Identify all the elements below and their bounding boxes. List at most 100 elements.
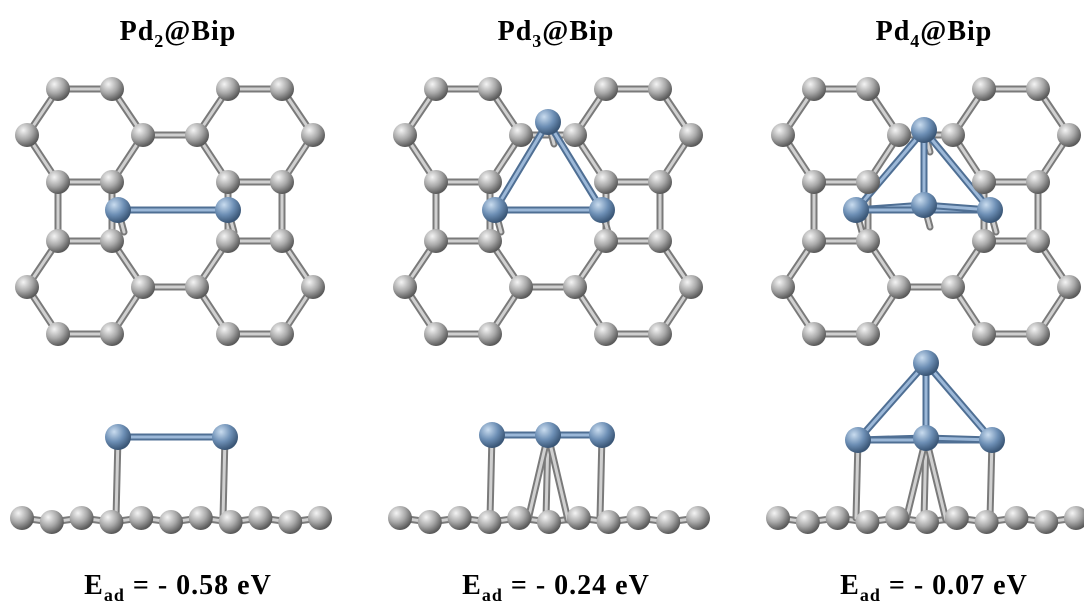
c-atom xyxy=(478,77,502,101)
c-atom xyxy=(856,229,880,253)
c-atom xyxy=(679,123,703,147)
c-atom xyxy=(270,322,294,346)
pd-atom xyxy=(843,197,869,223)
label-subscript: ad xyxy=(482,585,503,605)
pd-atom xyxy=(977,197,1003,223)
pd-atom xyxy=(589,197,615,223)
pd-atom xyxy=(911,192,937,218)
c-atom xyxy=(46,322,70,346)
c-atom xyxy=(771,123,795,147)
label-rest: @Bip xyxy=(920,16,992,47)
c-atom xyxy=(941,275,965,299)
c-atom xyxy=(915,510,939,534)
pd-atom xyxy=(535,109,561,135)
c-atom xyxy=(802,322,826,346)
c-atom xyxy=(972,229,996,253)
c-atom xyxy=(594,77,618,101)
c-atom xyxy=(478,229,502,253)
c-atom xyxy=(567,506,591,530)
label-base: Pd xyxy=(498,16,533,47)
label-rest: = - 0.58 eV xyxy=(125,570,272,601)
c-atom xyxy=(1026,322,1050,346)
c-atom xyxy=(131,275,155,299)
c-atom xyxy=(216,170,240,194)
c-atom xyxy=(100,170,124,194)
label-base: Pd xyxy=(876,16,911,47)
c-atom xyxy=(46,170,70,194)
c-atom xyxy=(975,510,999,534)
c-atom xyxy=(219,510,243,534)
bonds xyxy=(22,89,1076,522)
c-atom xyxy=(796,510,820,534)
c-atom xyxy=(185,123,209,147)
label-rest: @Bip xyxy=(164,16,236,47)
pd-atom xyxy=(105,424,131,450)
c-atom xyxy=(10,506,34,530)
c-atom xyxy=(656,510,680,534)
c-atom xyxy=(802,77,826,101)
c-atom xyxy=(802,229,826,253)
c-atom xyxy=(972,170,996,194)
label-rest: @Bip xyxy=(542,16,614,47)
c-atom xyxy=(99,510,123,534)
pd-atom xyxy=(913,425,939,451)
label-subscript: ad xyxy=(860,585,881,605)
c-atom xyxy=(686,506,710,530)
pd-atom xyxy=(979,427,1005,453)
c-atom xyxy=(626,506,650,530)
c-atom xyxy=(507,506,531,530)
c-atom xyxy=(393,275,417,299)
c-atom xyxy=(856,170,880,194)
label-rest: = - 0.24 eV xyxy=(503,570,650,601)
c-atom xyxy=(15,275,39,299)
c-atom xyxy=(301,123,325,147)
panel-title: Pd4@Bip xyxy=(876,16,993,51)
c-atom xyxy=(594,322,618,346)
c-atom xyxy=(887,275,911,299)
c-atom xyxy=(597,510,621,534)
panel-title: Pd2@Bip xyxy=(120,16,237,51)
c-atom xyxy=(1034,510,1058,534)
c-atom xyxy=(46,229,70,253)
c-atom xyxy=(70,506,94,530)
c-atom xyxy=(393,123,417,147)
c-atom xyxy=(424,77,448,101)
bond-highlight xyxy=(926,363,992,440)
c-atom xyxy=(418,510,442,534)
c-atom xyxy=(270,229,294,253)
c-atom xyxy=(594,170,618,194)
c-atom xyxy=(131,123,155,147)
c-atom xyxy=(270,170,294,194)
c-atom xyxy=(185,275,209,299)
c-atom xyxy=(648,322,672,346)
c-atom xyxy=(856,322,880,346)
c-atom xyxy=(1064,506,1084,530)
c-atom xyxy=(855,510,879,534)
c-atom xyxy=(448,506,472,530)
c-atom xyxy=(972,322,996,346)
c-atom xyxy=(1057,275,1081,299)
label-rest: = - 0.07 eV xyxy=(881,570,1028,601)
c-atom xyxy=(594,229,618,253)
c-atom xyxy=(424,322,448,346)
c-atom xyxy=(424,229,448,253)
c-atom xyxy=(563,275,587,299)
c-atom xyxy=(766,506,790,530)
c-atom xyxy=(100,322,124,346)
bond-highlight xyxy=(858,363,926,440)
c-atom xyxy=(972,77,996,101)
c-atom xyxy=(885,506,909,530)
panel-title: Pd3@Bip xyxy=(498,16,615,51)
c-atom xyxy=(388,506,412,530)
pd-atom xyxy=(482,197,508,223)
c-atom xyxy=(941,123,965,147)
c-atom xyxy=(270,77,294,101)
bond-highlight xyxy=(548,435,568,520)
c-atom xyxy=(648,229,672,253)
c-atom xyxy=(308,506,332,530)
label-base: E xyxy=(84,570,104,601)
c-atom xyxy=(424,170,448,194)
pd-atom xyxy=(913,350,939,376)
c-atom xyxy=(100,229,124,253)
c-atom xyxy=(771,275,795,299)
